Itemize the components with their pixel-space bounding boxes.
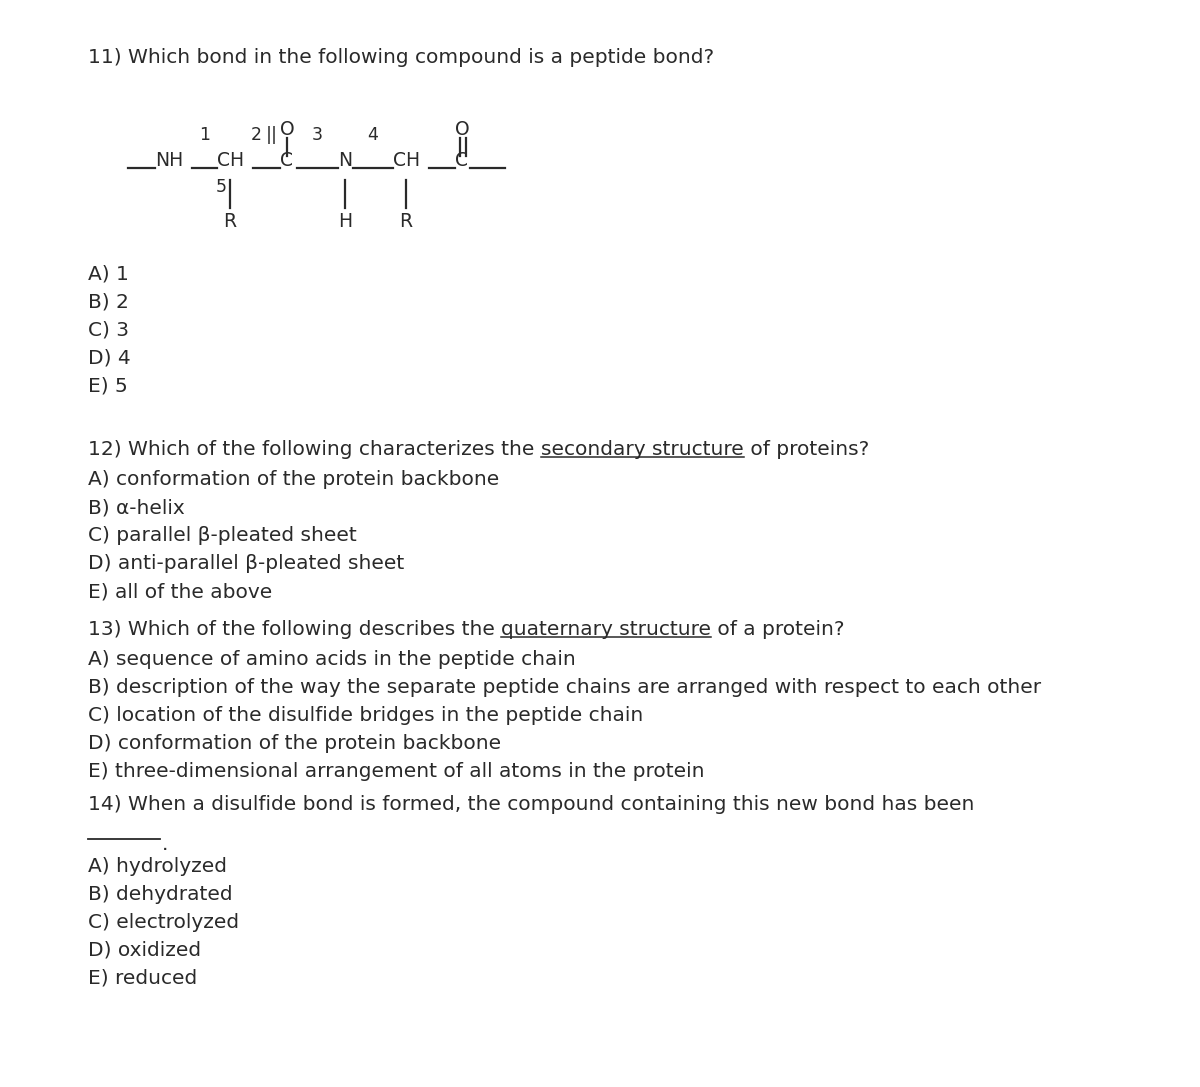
Text: B) α-helix: B) α-helix	[88, 498, 185, 517]
Text: E) 5: E) 5	[88, 377, 127, 396]
Text: H: H	[338, 212, 352, 232]
Text: C) electrolyzed: C) electrolyzed	[88, 913, 239, 932]
Text: 1: 1	[199, 126, 210, 143]
Text: 14) When a disulfide bond is formed, the compound containing this new bond has b: 14) When a disulfide bond is formed, the…	[88, 795, 974, 814]
Text: A) 1: A) 1	[88, 265, 128, 284]
Text: 5: 5	[216, 178, 227, 196]
Text: A) hydrolyzed: A) hydrolyzed	[88, 857, 227, 876]
Text: B) 2: B) 2	[88, 293, 128, 312]
Text: C) parallel β-pleated sheet: C) parallel β-pleated sheet	[88, 526, 356, 545]
Text: N: N	[338, 150, 352, 170]
Text: 11) Which bond in the following compound is a peptide bond?: 11) Which bond in the following compound…	[88, 48, 714, 67]
Text: R: R	[223, 212, 236, 232]
Text: 4: 4	[367, 126, 378, 143]
Text: of a protein?: of a protein?	[712, 620, 845, 639]
Text: .: .	[162, 835, 168, 854]
Text: C) 3: C) 3	[88, 321, 130, 340]
Text: quaternary structure: quaternary structure	[502, 620, 712, 639]
Text: C: C	[280, 150, 293, 170]
Text: O: O	[280, 120, 294, 139]
Text: D) oxidized: D) oxidized	[88, 941, 202, 960]
Text: R: R	[400, 212, 413, 232]
Text: O: O	[455, 120, 469, 139]
Text: A) conformation of the protein backbone: A) conformation of the protein backbone	[88, 470, 499, 489]
Text: NH: NH	[155, 150, 184, 170]
Text: B) description of the way the separate peptide chains are arranged with respect : B) description of the way the separate p…	[88, 678, 1042, 697]
Text: CH: CH	[394, 150, 420, 170]
Text: 3: 3	[312, 126, 323, 143]
Text: E) three-dimensional arrangement of all atoms in the protein: E) three-dimensional arrangement of all …	[88, 762, 704, 780]
Text: D) conformation of the protein backbone: D) conformation of the protein backbone	[88, 734, 502, 753]
Text: 12) Which of the following characterizes the: 12) Which of the following characterizes…	[88, 440, 541, 459]
Text: 2: 2	[251, 126, 262, 143]
Text: 13) Which of the following describes the: 13) Which of the following describes the	[88, 620, 502, 639]
Text: E) reduced: E) reduced	[88, 969, 197, 988]
Text: C) location of the disulfide bridges in the peptide chain: C) location of the disulfide bridges in …	[88, 705, 643, 725]
Text: E) all of the above: E) all of the above	[88, 582, 272, 601]
Text: ||: ||	[265, 126, 277, 143]
Text: CH: CH	[217, 150, 244, 170]
Text: C: C	[455, 150, 468, 170]
Text: A) sequence of amino acids in the peptide chain: A) sequence of amino acids in the peptid…	[88, 650, 576, 669]
Text: of proteins?: of proteins?	[744, 440, 869, 459]
Text: D) 4: D) 4	[88, 349, 131, 368]
Text: secondary structure: secondary structure	[541, 440, 744, 459]
Text: B) dehydrated: B) dehydrated	[88, 885, 233, 904]
Text: D) anti-parallel β-pleated sheet: D) anti-parallel β-pleated sheet	[88, 554, 404, 573]
